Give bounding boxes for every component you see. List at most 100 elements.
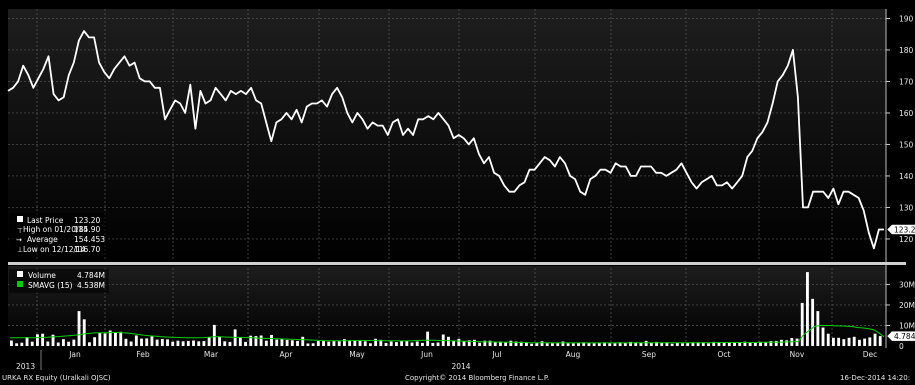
volume-bar (114, 332, 117, 346)
footer-timestamp: 16-Dec-2014 14:20: (840, 374, 911, 382)
volume-bar (722, 342, 726, 346)
volume-bar (290, 340, 294, 346)
volume-bar (514, 341, 518, 346)
volume-bar (863, 338, 867, 346)
volume-bar (322, 341, 325, 346)
price-tick-label: 170 (899, 77, 914, 86)
volume-bar (145, 338, 149, 346)
volume-bars (10, 272, 882, 346)
volume-bar (46, 341, 50, 346)
volume-bar (878, 336, 882, 346)
volume-bar (473, 339, 476, 346)
volume-bar (608, 343, 612, 346)
volume-bar (212, 324, 216, 346)
volume-bar (207, 337, 211, 346)
volume-bar (545, 343, 549, 346)
volume-bar (410, 342, 414, 346)
volume-bar (25, 337, 29, 346)
month-tick-label: Jun (420, 350, 433, 359)
month-tick-label: Jul (491, 350, 501, 359)
volume-bar (582, 342, 586, 346)
volume-bar (264, 340, 268, 346)
volume-last-marker: 4.784 (886, 330, 915, 342)
volume-bar (868, 337, 872, 346)
volume-bar (478, 342, 482, 346)
volume-bar (785, 340, 789, 346)
volume-bar (103, 333, 107, 346)
volume-bar (452, 340, 456, 346)
volume-bar (837, 337, 841, 346)
month-tick-label: Nov (790, 350, 805, 359)
volume-bar (530, 343, 534, 346)
volume-bar (67, 341, 71, 346)
volume-bar (311, 343, 315, 346)
volume-bar (483, 340, 487, 346)
volume-bar (644, 340, 648, 346)
price-tick-label: 150 (899, 140, 914, 149)
volume-bar (592, 343, 596, 346)
volume-bar (405, 340, 409, 346)
volume-bar (363, 341, 367, 346)
volume-bar (842, 339, 846, 346)
volume-bar (649, 342, 653, 346)
volume-bar (197, 341, 201, 346)
month-tick-label: Mar (204, 350, 219, 359)
volume-bar (270, 334, 273, 346)
price-tick-label: 190 (899, 14, 914, 23)
price-last-marker: 123.2 (886, 224, 915, 235)
volume-bar (134, 335, 138, 346)
volume-bar (535, 343, 539, 346)
smavg-series-line (10, 325, 885, 344)
volume-bar (556, 343, 560, 346)
volume-bar (509, 340, 513, 346)
footer-copyright: Copyright© 2014 Bloomberg Finance L.P. (405, 374, 550, 382)
volume-bar (769, 341, 773, 346)
volume-bar (629, 341, 632, 346)
volume-bar (618, 342, 622, 346)
volume-bar (832, 337, 835, 346)
volume-bar (306, 343, 310, 346)
volume-bar (759, 341, 762, 346)
volume-bar (696, 342, 700, 346)
volume-bar (186, 340, 190, 346)
volume-bar (675, 342, 679, 346)
volume-bar (93, 337, 97, 346)
volume-bar (743, 341, 747, 346)
volume-bar (561, 341, 565, 346)
volume-bar (504, 342, 508, 346)
volume-bar (712, 341, 716, 346)
volume-bar (660, 342, 664, 346)
volume-bar (166, 339, 169, 346)
volume-bar (748, 342, 752, 346)
volume-bar (155, 339, 159, 346)
volume-bar (421, 342, 424, 346)
volume-bar (774, 340, 778, 346)
volume-bar (540, 341, 544, 346)
volume-bar (727, 342, 731, 346)
volume-bar (72, 339, 76, 346)
volume-bar (571, 343, 575, 346)
volume-bar (826, 333, 830, 346)
last-price-square-icon (17, 216, 23, 222)
volume-bar (150, 336, 154, 346)
volume-bar (77, 311, 81, 346)
volume-bar (811, 298, 815, 346)
month-tick-label: Oct (718, 350, 731, 359)
volume-tick-label: 10M (899, 321, 915, 330)
volume-bar (603, 342, 606, 346)
volume-bar (436, 342, 440, 346)
volume-bar (202, 341, 206, 346)
volume-bar (244, 341, 247, 346)
legend-high-value: 185.90 (74, 225, 100, 234)
volume-bar (348, 340, 352, 346)
volume-bar (238, 337, 242, 346)
volume-bar (655, 341, 658, 346)
volume-last-label: 4.784 (894, 332, 915, 341)
volume-bar (488, 340, 492, 346)
volume-bar (525, 342, 528, 346)
x-axis: Jan Feb Mar Apr May Jun Jul Aug Sep Oct Nov Dec 2013… (16, 350, 877, 371)
legend-low-label: Low on 12/12/14 (23, 245, 86, 254)
price-tick-label: 140 (899, 172, 914, 181)
legend-last-price-value: 123.20 (74, 216, 100, 225)
